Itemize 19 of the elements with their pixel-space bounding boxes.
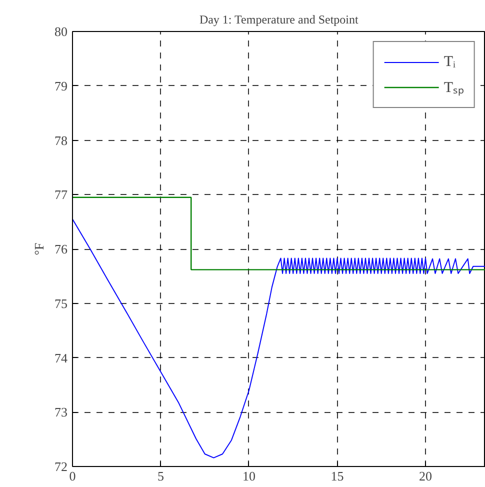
x-tick-label: 10 (242, 468, 256, 484)
x-tick-label: 5 (158, 468, 164, 484)
y-tick-label: 75 (54, 296, 68, 311)
y-tick-label: 80 (54, 24, 68, 39)
x-tick-label: 15 (330, 468, 344, 484)
y-tick-label: 73 (54, 404, 68, 420)
line-series (72, 218, 485, 458)
y-tick-label: 78 (54, 132, 68, 148)
legend-label: Tₛₚ (444, 79, 464, 97)
y-tick-label: 76 (54, 242, 68, 256)
y-tick-label: 74 (54, 350, 68, 366)
y-tick-label: 77 (54, 187, 68, 202)
x-tick-label: 20 (418, 468, 432, 484)
y-axis-title: °F (32, 242, 46, 256)
chart-title: Day 1: Temperature and Setpoint (199, 12, 360, 26)
legend-label: Tᵢ (444, 54, 456, 70)
y-tick-label: 72 (54, 459, 68, 474)
x-tick-label: 0 (69, 468, 76, 484)
y-tick-label: 79 (54, 78, 68, 94)
